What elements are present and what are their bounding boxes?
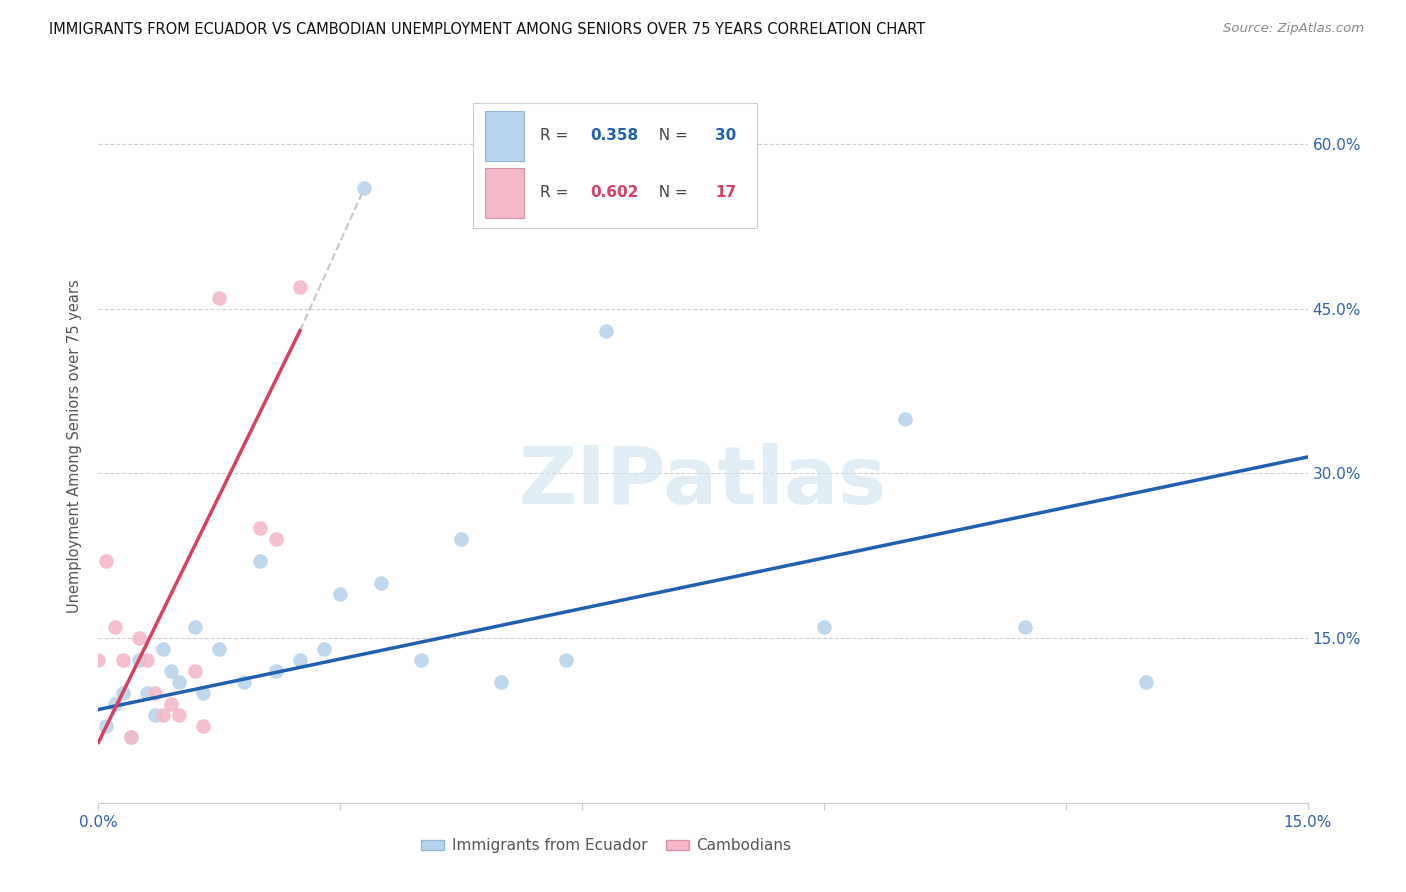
Point — [329, 587, 352, 601]
Text: 17: 17 — [716, 186, 737, 200]
Point — [288, 653, 311, 667]
Text: 0.358: 0.358 — [591, 128, 638, 143]
Point — [103, 620, 125, 634]
Point — [249, 521, 271, 535]
Point — [128, 631, 150, 645]
Text: 0.602: 0.602 — [591, 186, 638, 200]
Text: Source: ZipAtlas.com: Source: ZipAtlas.com — [1223, 22, 1364, 36]
Point — [135, 686, 157, 700]
Point — [87, 653, 110, 667]
Text: N =: N = — [648, 186, 692, 200]
Point — [314, 642, 336, 657]
Point — [120, 730, 142, 744]
Point — [128, 653, 150, 667]
Point — [208, 291, 231, 305]
Legend: Immigrants from Ecuador, Cambodians: Immigrants from Ecuador, Cambodians — [415, 832, 797, 859]
Text: R =: R = — [540, 128, 572, 143]
Text: ZIPatlas: ZIPatlas — [519, 442, 887, 521]
Point — [111, 686, 134, 700]
Point — [160, 697, 183, 711]
Point — [450, 533, 472, 547]
FancyBboxPatch shape — [485, 168, 524, 218]
Point — [111, 653, 134, 667]
Point — [96, 719, 118, 733]
Point — [1135, 675, 1157, 690]
Point — [184, 620, 207, 634]
Text: R =: R = — [540, 186, 572, 200]
Point — [167, 675, 190, 690]
Point — [1014, 620, 1036, 634]
Point — [353, 181, 375, 195]
FancyBboxPatch shape — [474, 103, 758, 228]
Point — [193, 719, 215, 733]
Point — [264, 664, 287, 678]
Point — [370, 576, 392, 591]
Point — [135, 653, 157, 667]
Point — [103, 697, 125, 711]
Point — [491, 675, 513, 690]
Point — [193, 686, 215, 700]
Point — [232, 675, 254, 690]
Point — [555, 653, 578, 667]
Point — [288, 280, 311, 294]
Point — [143, 708, 166, 723]
Point — [167, 708, 190, 723]
Y-axis label: Unemployment Among Seniors over 75 years: Unemployment Among Seniors over 75 years — [67, 279, 83, 613]
Text: 30: 30 — [716, 128, 737, 143]
Point — [208, 642, 231, 657]
Point — [409, 653, 432, 667]
Point — [813, 620, 835, 634]
FancyBboxPatch shape — [485, 111, 524, 161]
Point — [595, 324, 617, 338]
Point — [143, 686, 166, 700]
Point — [893, 411, 915, 425]
Text: IMMIGRANTS FROM ECUADOR VS CAMBODIAN UNEMPLOYMENT AMONG SENIORS OVER 75 YEARS CO: IMMIGRANTS FROM ECUADOR VS CAMBODIAN UNE… — [49, 22, 925, 37]
Point — [152, 642, 174, 657]
Point — [184, 664, 207, 678]
Point — [249, 554, 271, 568]
Text: N =: N = — [648, 128, 692, 143]
Point — [152, 708, 174, 723]
Point — [120, 730, 142, 744]
Point — [264, 533, 287, 547]
Point — [96, 554, 118, 568]
Point — [160, 664, 183, 678]
